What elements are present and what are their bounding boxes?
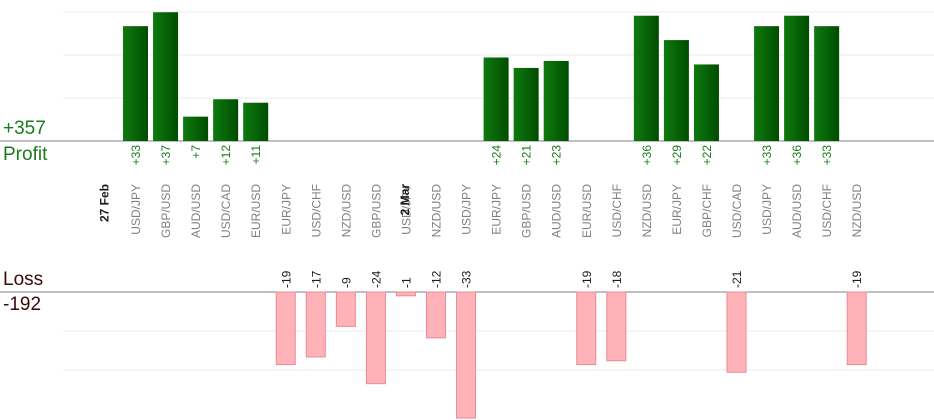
pair-label: AUD/USD	[189, 184, 203, 238]
pair-label: NZD/USD	[339, 184, 353, 238]
pair-label: USD/JPY	[760, 184, 774, 235]
profit-value-label: +36	[640, 145, 654, 166]
loss-value-label: -17	[309, 270, 323, 288]
profit-value-label: +36	[790, 145, 804, 166]
loss-bar	[456, 291, 477, 419]
pair-label: GBP/USD	[369, 184, 383, 238]
loss-value-label: -19	[279, 270, 293, 288]
profit-value-label: +21	[520, 145, 534, 166]
pair-label: AUD/USD	[550, 184, 564, 238]
profit-value-label: +12	[219, 145, 233, 166]
pair-label: EUR/JPY	[490, 184, 504, 235]
profit-value-label: +24	[490, 145, 504, 166]
pair-label: NZD/USD	[850, 184, 864, 238]
pair-label: USD/CAD	[730, 184, 744, 238]
date-label: 27 Feb	[98, 184, 112, 222]
loss-label: Loss	[3, 269, 44, 290]
loss-bar	[726, 291, 747, 373]
profit-bar	[123, 26, 148, 141]
profit-bar	[213, 99, 239, 141]
loss-value-label: -19	[580, 270, 594, 288]
loss-bar	[305, 291, 326, 358]
labels: +33 USD/JPY +37 GBP/USD +7 AUD/USD +12 USD/CAD +…	[98, 145, 865, 288]
loss-bar	[395, 291, 416, 297]
loss-value-label: -1	[399, 277, 413, 288]
profit-value-label: +7	[189, 145, 203, 159]
loss-value-label: -33	[460, 270, 474, 288]
pair-label: USD/JPY	[129, 184, 143, 235]
pair-label: AUD/USD	[790, 184, 804, 238]
pair-label: EUR/JPY	[670, 184, 684, 235]
profit-bar	[784, 15, 810, 141]
pair-label: USD/CHF	[309, 184, 323, 237]
loss-value-label: -12	[430, 270, 444, 288]
profit-value-label: +37	[159, 145, 173, 166]
pair-label: NZD/USD	[430, 184, 444, 238]
loss-bar	[275, 291, 296, 366]
profit-bar	[754, 26, 780, 141]
pair-label: USD/CHF	[610, 184, 624, 237]
pair-label: USD/CHF	[820, 184, 834, 237]
profit-label: Profit	[3, 144, 48, 165]
pair-label: USD/JPY	[399, 184, 413, 235]
profit-value-label: +33	[820, 145, 834, 166]
loss-bar	[365, 291, 386, 385]
profit-value-label: +29	[670, 145, 684, 166]
profit-value-label: +33	[129, 145, 143, 166]
profit-bar	[814, 26, 840, 141]
loss-value-label: -18	[610, 270, 624, 288]
profit-bar	[513, 67, 539, 141]
profit-value-label: +22	[700, 145, 714, 166]
loss-bar	[576, 291, 597, 366]
pair-label: NZD/USD	[640, 184, 654, 238]
loss-value-label: -21	[730, 270, 744, 288]
profit-bar	[543, 60, 569, 141]
profit-bar	[693, 64, 719, 141]
loss-total: -192	[3, 294, 42, 315]
pair-label: GBP/USD	[159, 184, 173, 238]
profit-bar	[153, 12, 179, 141]
loss-bar	[426, 291, 446, 339]
bars	[123, 12, 867, 419]
loss-value-label: -24	[369, 270, 383, 288]
pair-label: EUR/USD	[249, 184, 263, 238]
pair-label: GBP/USD	[520, 184, 534, 238]
loss-bar	[606, 291, 627, 362]
date-label: 2 Mar	[398, 184, 412, 216]
profit-bar	[633, 15, 659, 141]
profit-bar	[663, 40, 689, 141]
loss-bar	[335, 291, 356, 327]
loss-value-label: -9	[339, 277, 353, 288]
profit-bar	[483, 57, 509, 142]
loss-bar	[846, 291, 867, 366]
pair-label: EUR/USD	[580, 184, 594, 238]
pair-label: USD/JPY	[460, 184, 474, 235]
profit-bar	[183, 116, 209, 141]
pair-label: USD/CAD	[219, 184, 233, 238]
pair-label: GBP/CHF	[700, 184, 714, 237]
profit-value-label: +33	[760, 145, 774, 166]
profit-bar	[243, 102, 269, 141]
profit-value-label: +23	[550, 145, 564, 166]
profit-total: +357	[3, 118, 46, 139]
profit-value-label: +11	[249, 145, 263, 165]
loss-value-label: -19	[850, 270, 864, 288]
pair-label: EUR/JPY	[279, 184, 293, 235]
